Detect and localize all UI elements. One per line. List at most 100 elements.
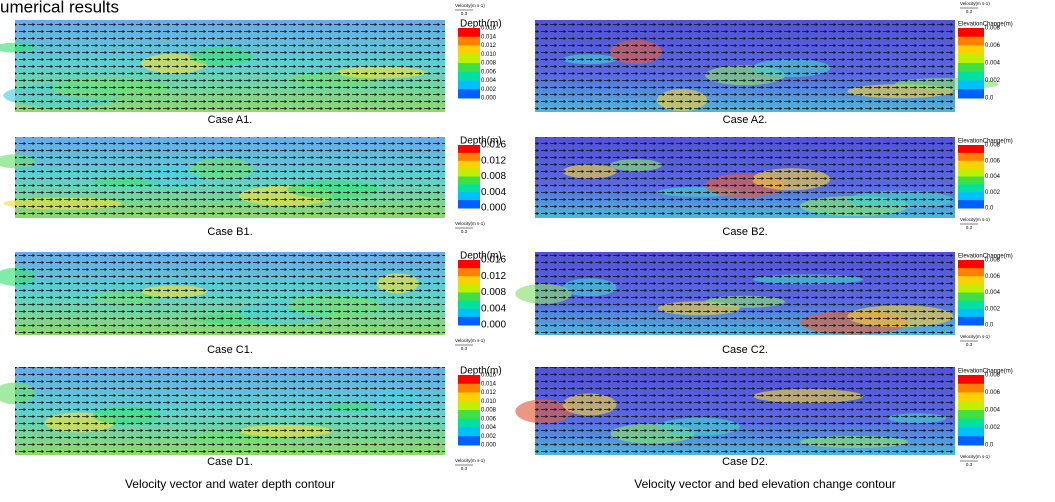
page-title: umerical results: [0, 0, 119, 16]
legend-title: Depth(m): [460, 366, 502, 377]
colorbar-tick-label: 0.008: [985, 26, 1001, 32]
colorbar-tick-label: 0.006: [985, 274, 1001, 280]
colorbar-segment: [458, 292, 480, 302]
velocity-label: Velocity(m s-1): [960, 1, 990, 6]
colorbar-segment: [458, 152, 480, 162]
velocity-label: Velocity(m s-1): [960, 334, 990, 339]
colorbar-tick-label: 0.012: [481, 271, 506, 282]
colorbar-segment: [958, 36, 984, 46]
colorbar-segment: [958, 152, 984, 162]
colorbar-tick-label: 0.002: [985, 425, 1001, 431]
velocity-vectors: [15, 367, 445, 455]
colorbar-tick-label: 0.010: [481, 52, 497, 58]
colorbar-tick-label: 0.004: [481, 425, 497, 431]
colorbar-segment: [958, 63, 984, 73]
colorbar-tick-label: 0.004: [481, 303, 506, 314]
velocity-scale: 0.3: [966, 9, 973, 14]
colorbar-segment: [958, 80, 984, 90]
colorbar-segment: [958, 410, 984, 420]
colorbar-segment: [958, 89, 984, 99]
velocity-vectors: [15, 137, 445, 218]
colorbar-tick-label: 0.004: [985, 61, 1001, 67]
colorbar-segment: [458, 89, 480, 99]
panel-caption: Case B2.: [722, 226, 767, 238]
colorbar-tick-label: 0.006: [985, 43, 1001, 49]
colorbar-tick-label: 0.006: [481, 416, 497, 422]
colorbar-tick-label: 0.016: [481, 26, 497, 32]
colorbar-segment: [958, 176, 984, 185]
colorbar-segment: [458, 176, 480, 185]
colorbar-segment: [458, 160, 480, 170]
colorbar-segment: [958, 268, 984, 277]
legend-title: Depth(m): [460, 251, 502, 262]
colorbar-segment: [958, 436, 984, 446]
colorbar-tick-label: 0.0: [985, 443, 994, 449]
colorbar-segment: [958, 260, 984, 269]
colorbar-tick-label: 0.008: [481, 287, 506, 298]
velocity-scale: 0.3: [966, 342, 973, 347]
panel-caption: Case D2.: [722, 456, 768, 468]
colorbar-segment: [958, 292, 984, 302]
colorbar-segment: [458, 145, 480, 154]
colorbar-segment: [458, 375, 480, 385]
colorbar-segment: [458, 268, 480, 277]
panel-caption: Case A1.: [208, 114, 253, 126]
colorbar-segment: [458, 418, 480, 428]
colorbar-tick-label: 0.008: [985, 143, 1001, 149]
colorbar-segment: [458, 308, 480, 318]
colorbar-segment: [458, 28, 480, 38]
panel-caption: Case A2.: [723, 114, 768, 126]
colorbar-segment: [958, 284, 984, 293]
colorbar-segment: [958, 383, 984, 393]
colorbar-segment: [958, 54, 984, 64]
colorbar-tick-label: 0.016: [481, 140, 506, 151]
velocity-vectors: [535, 252, 955, 335]
colorbar-segment: [958, 401, 984, 411]
panel-caption: Case D1.: [207, 456, 253, 468]
colorbar-segment: [458, 427, 480, 437]
colorbar-segment: [958, 418, 984, 428]
colorbar-segment: [458, 80, 480, 90]
colorbar-tick-label: 0.016: [481, 373, 497, 379]
colorbar-tick-label: 0.012: [481, 155, 506, 166]
colorbar-tick-label: 0.008: [481, 61, 497, 67]
colorbar-segment: [958, 160, 984, 170]
velocity-scale: 0.3: [461, 11, 468, 16]
velocity-scale: 0.3: [461, 346, 468, 351]
colorbar-tick-label: 0.004: [985, 174, 1001, 180]
colorbar-tick-label: 0.000: [481, 320, 506, 331]
colorbar-segment: [458, 410, 480, 420]
colorbar-tick-label: 0.000: [481, 96, 497, 102]
colorbar-tick-label: 0.000: [481, 443, 497, 449]
velocity-scale: 0.3: [966, 225, 973, 230]
colorbar-segment: [458, 184, 480, 193]
colorbar-tick-label: 0.008: [985, 258, 1001, 264]
colorbar-segment: [958, 375, 984, 385]
colorbar-tick-label: 0.010: [481, 399, 497, 405]
colorbar-segment: [958, 145, 984, 154]
colorbar-tick-label: 0.006: [985, 158, 1001, 164]
colorbar-segment: [458, 45, 480, 55]
colorbar-segment: [458, 260, 480, 269]
velocity-vectors: [535, 137, 955, 218]
legend-title: ElevationChange(m): [958, 254, 1013, 260]
colorbar-tick-label: 0.002: [985, 78, 1001, 84]
colorbar-tick-label: 0.0: [985, 323, 994, 329]
colorbar-segment: [458, 436, 480, 446]
legend-title: Depth(m): [460, 19, 502, 30]
colorbar-segment: [458, 54, 480, 64]
colorbar-segment: [458, 63, 480, 73]
velocity-label: Velocity(m s-1): [455, 221, 485, 226]
colorbar-segment: [458, 316, 480, 326]
velocity-vectors: [535, 20, 955, 112]
colorbar-tick-label: 0.014: [481, 381, 497, 387]
velocity-vectors: [15, 20, 445, 112]
legend-title: ElevationChange(m): [958, 139, 1013, 145]
velocity-scale: 0.3: [461, 466, 468, 471]
colorbar-segment: [458, 383, 480, 393]
colorbar-segment: [458, 200, 480, 209]
legend-title: ElevationChange(m): [958, 369, 1013, 375]
colorbar-tick-label: 0.012: [481, 43, 497, 49]
velocity-vectors: [535, 367, 955, 455]
